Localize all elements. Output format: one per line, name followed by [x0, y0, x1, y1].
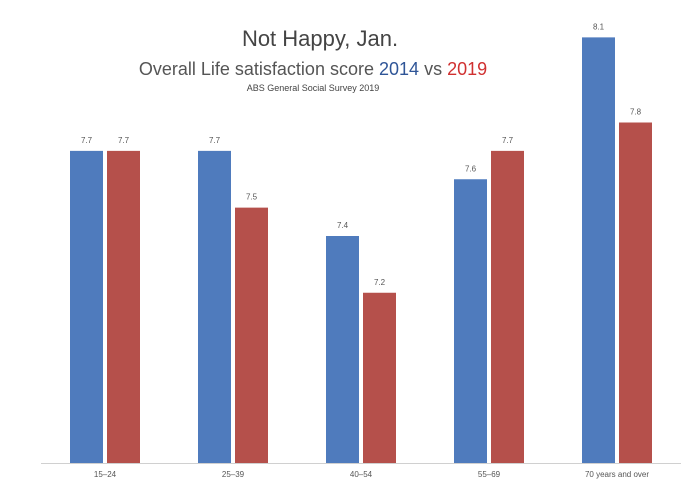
value-label: 7.6 — [465, 164, 477, 173]
value-label: 7.5 — [246, 193, 258, 202]
value-label: 7.8 — [630, 108, 642, 117]
value-label: 7.7 — [118, 136, 130, 145]
x-tick-label: 40–54 — [350, 470, 373, 479]
value-label: 7.2 — [374, 278, 386, 287]
chart-title: Not Happy, Jan. — [242, 26, 398, 51]
bar — [491, 150, 524, 463]
chart-subtitle: Overall Life satisfaction score 2014 vs … — [139, 59, 487, 79]
bar — [235, 207, 268, 463]
bar — [107, 150, 140, 463]
value-label: 7.7 — [209, 136, 221, 145]
x-tick-label: 25–39 — [222, 470, 245, 479]
subtitle-text: Overall Life satisfaction score — [139, 59, 374, 79]
x-tick-label: 15–24 — [94, 470, 117, 479]
bar — [454, 179, 487, 463]
value-label: 7.7 — [81, 136, 93, 145]
bar — [582, 37, 615, 463]
value-label: 8.1 — [593, 22, 605, 31]
subtitle-text: vs — [424, 59, 442, 79]
legend-entry: 2014 — [379, 59, 419, 79]
legend-entry: 2019 — [447, 59, 487, 79]
source-note: ABS General Social Survey 2019 — [247, 83, 380, 93]
bar — [70, 150, 103, 463]
bar — [326, 236, 359, 463]
x-tick-label: 55–69 — [478, 470, 501, 479]
bar — [363, 292, 396, 463]
bar — [619, 122, 652, 463]
value-label: 7.4 — [337, 221, 349, 230]
bar — [198, 150, 231, 463]
value-label: 7.7 — [502, 136, 514, 145]
x-tick-label: 70 years and over — [585, 470, 649, 479]
